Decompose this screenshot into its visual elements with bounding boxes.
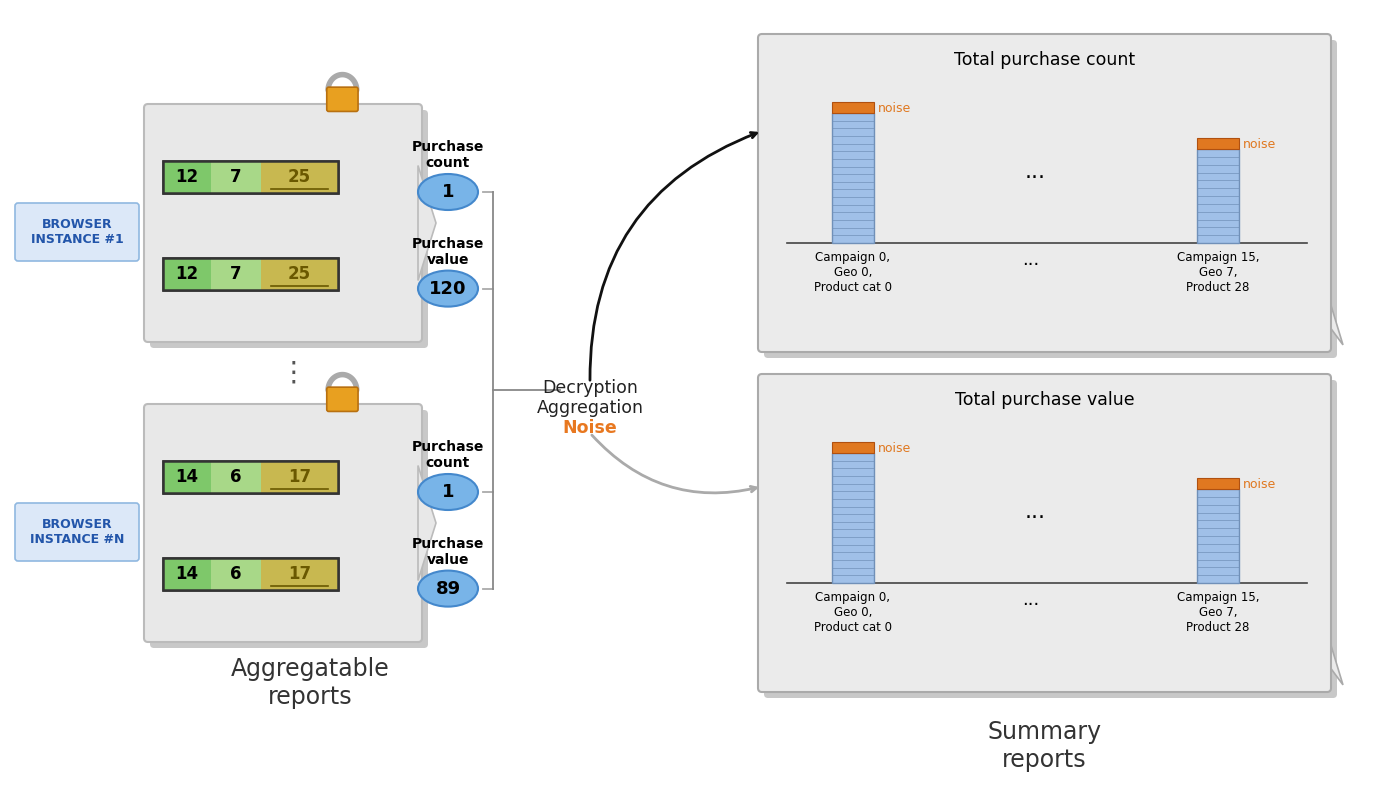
Text: Summary
reports: Summary reports [988, 720, 1102, 772]
Bar [164, 258, 212, 290]
Bar [833, 453, 874, 583]
Text: 7: 7 [231, 265, 242, 282]
FancyBboxPatch shape [15, 503, 139, 561]
Text: BROWSER
INSTANCE #N: BROWSER INSTANCE #N [30, 518, 124, 546]
Bar [261, 461, 338, 493]
Text: 1: 1 [442, 183, 455, 201]
Text: noise: noise [1243, 477, 1276, 491]
Text: Campaign 15,
Geo 7,
Product 28: Campaign 15, Geo 7, Product 28 [1176, 591, 1259, 634]
Bar [164, 461, 212, 493]
Text: Campaign 0,
Geo 0,
Product cat 0: Campaign 0, Geo 0, Product cat 0 [813, 251, 892, 294]
Text: Noise: Noise [562, 419, 617, 437]
Text: BROWSER
INSTANCE #1: BROWSER INSTANCE #1 [30, 218, 124, 246]
Text: Aggregatable
reports: Aggregatable reports [231, 657, 389, 709]
Text: 12: 12 [176, 168, 199, 186]
Text: 89: 89 [436, 579, 460, 598]
FancyBboxPatch shape [144, 404, 422, 642]
Ellipse shape [418, 571, 478, 606]
FancyBboxPatch shape [150, 410, 427, 648]
Text: 6: 6 [231, 565, 242, 583]
Bar [1197, 138, 1239, 149]
Text: Total purchase value: Total purchase value [955, 391, 1135, 409]
Bar [833, 113, 874, 243]
Bar [261, 161, 338, 193]
Bar [212, 258, 261, 290]
Text: 17: 17 [289, 565, 311, 583]
Text: 7: 7 [231, 168, 242, 186]
Text: Purchase
value: Purchase value [412, 536, 484, 567]
Ellipse shape [418, 271, 478, 306]
Text: 1: 1 [442, 483, 455, 501]
Text: Purchase
count: Purchase count [412, 440, 484, 470]
Ellipse shape [418, 174, 478, 210]
FancyBboxPatch shape [164, 558, 338, 590]
Text: 17: 17 [289, 468, 311, 486]
Text: 120: 120 [429, 279, 467, 298]
Text: ⋮: ⋮ [279, 359, 306, 387]
Polygon shape [1327, 632, 1342, 685]
FancyBboxPatch shape [764, 40, 1337, 358]
Text: ...: ... [1022, 251, 1039, 269]
Ellipse shape [418, 474, 478, 510]
Text: Campaign 0,
Geo 0,
Product cat 0: Campaign 0, Geo 0, Product cat 0 [813, 591, 892, 634]
Bar [212, 558, 261, 590]
Text: noise: noise [878, 101, 911, 114]
Text: Decryption: Decryption [543, 379, 638, 397]
Polygon shape [418, 465, 436, 580]
Text: 14: 14 [176, 468, 199, 486]
Polygon shape [418, 165, 436, 281]
Bar [1197, 489, 1239, 583]
Text: Total purchase count: Total purchase count [954, 51, 1135, 69]
FancyBboxPatch shape [164, 161, 338, 193]
Text: ...: ... [1022, 591, 1039, 609]
Text: Purchase
value: Purchase value [412, 236, 484, 267]
Bar [164, 161, 212, 193]
Bar [212, 461, 261, 493]
Bar [833, 102, 874, 113]
Text: ...: ... [1025, 161, 1046, 181]
FancyBboxPatch shape [327, 387, 359, 412]
Bar [261, 558, 338, 590]
Text: 25: 25 [289, 265, 311, 282]
FancyBboxPatch shape [327, 87, 359, 112]
FancyBboxPatch shape [758, 374, 1331, 692]
FancyBboxPatch shape [15, 203, 139, 261]
Text: noise: noise [878, 441, 911, 455]
Text: Purchase
count: Purchase count [412, 140, 484, 170]
Text: Aggregation: Aggregation [536, 399, 643, 417]
Text: 6: 6 [231, 468, 242, 486]
FancyBboxPatch shape [764, 380, 1337, 698]
Bar [833, 442, 874, 453]
FancyBboxPatch shape [758, 34, 1331, 352]
Text: 25: 25 [289, 168, 311, 186]
Text: ...: ... [1025, 501, 1046, 522]
FancyBboxPatch shape [150, 110, 427, 348]
FancyBboxPatch shape [144, 104, 422, 342]
Text: 12: 12 [176, 265, 199, 282]
Bar [1197, 478, 1239, 489]
Text: 14: 14 [176, 565, 199, 583]
FancyBboxPatch shape [164, 258, 338, 290]
Bar [1197, 149, 1239, 243]
Text: Campaign 15,
Geo 7,
Product 28: Campaign 15, Geo 7, Product 28 [1176, 251, 1259, 294]
Bar [261, 258, 338, 290]
Text: noise: noise [1243, 137, 1276, 151]
Bar [212, 161, 261, 193]
FancyBboxPatch shape [164, 461, 338, 493]
Bar [164, 558, 212, 590]
Polygon shape [1327, 292, 1342, 345]
